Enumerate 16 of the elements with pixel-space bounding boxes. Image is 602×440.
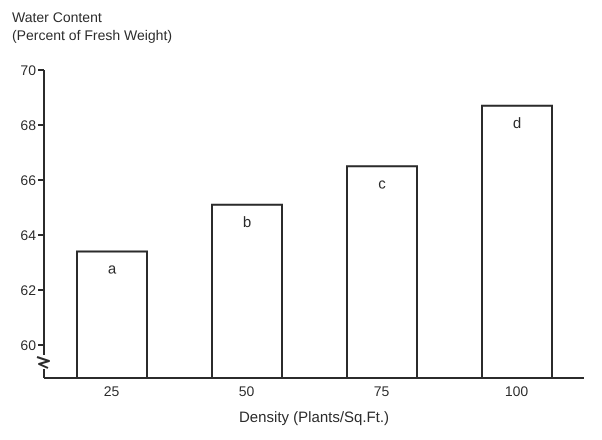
y-tick-label: 68 (20, 116, 36, 133)
y-tick-label: 62 (20, 282, 36, 298)
y-axis-title: Water Content (Percent of Fresh Weight) (12, 8, 172, 44)
y-tick-label: 64 (20, 226, 36, 243)
annotation: b (242, 214, 252, 231)
x-tick-label: 50 (238, 382, 254, 399)
y-tick-label: 60 (20, 336, 36, 353)
y-tick-label: 70 (20, 62, 36, 78)
annotation: a (108, 260, 117, 278)
x-tick-label: 25 (104, 382, 120, 399)
annotation: c (378, 175, 386, 192)
x-tick-label: 75 (374, 382, 390, 399)
y-tick-label: 66 (20, 172, 36, 188)
annotation: d (512, 114, 522, 132)
x-axis-title: Density (Plants/Sq.Ft.) (238, 409, 390, 426)
x-tick-label: 100 (504, 382, 528, 399)
